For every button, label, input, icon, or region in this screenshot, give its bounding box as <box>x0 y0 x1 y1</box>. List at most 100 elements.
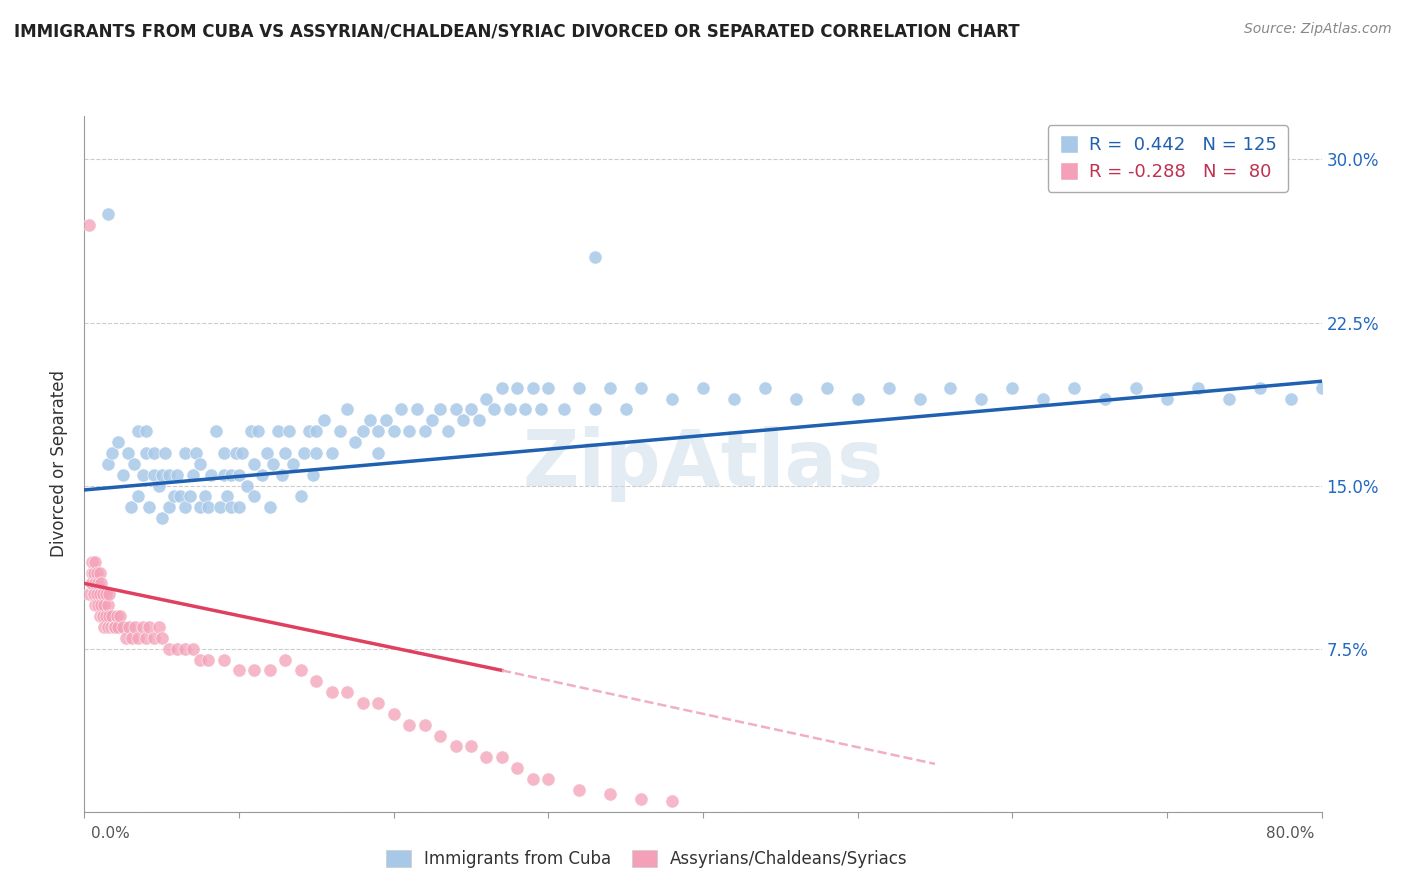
Point <box>179 490 201 504</box>
Point <box>329 424 352 438</box>
Point <box>382 424 405 438</box>
Point <box>148 478 170 492</box>
Point <box>188 652 212 666</box>
Point <box>91 587 114 601</box>
Point <box>228 500 250 515</box>
Point <box>77 587 100 601</box>
Point <box>163 490 186 504</box>
Point <box>138 620 160 634</box>
Point <box>568 783 591 797</box>
Point <box>128 631 150 645</box>
Point <box>150 511 173 525</box>
Point <box>336 685 359 699</box>
Point <box>468 413 491 427</box>
Point <box>970 392 993 406</box>
Point <box>209 500 232 515</box>
Point <box>460 402 482 417</box>
Point <box>82 576 104 591</box>
Point <box>314 413 336 427</box>
Point <box>290 490 312 504</box>
Point <box>221 467 243 482</box>
Point <box>1249 381 1271 395</box>
Point <box>82 555 104 569</box>
Point <box>117 446 139 460</box>
Point <box>93 598 115 612</box>
Point <box>101 446 124 460</box>
Point <box>274 652 297 666</box>
Point <box>305 674 328 689</box>
Point <box>484 402 506 417</box>
Point <box>1156 392 1178 406</box>
Point <box>444 739 467 754</box>
Point <box>112 467 135 482</box>
Point <box>94 609 117 624</box>
Point <box>530 402 553 417</box>
Point <box>108 609 131 624</box>
Point <box>336 402 359 417</box>
Point <box>118 620 141 634</box>
Point <box>91 609 114 624</box>
Point <box>344 435 367 450</box>
Point <box>252 467 274 482</box>
Point <box>243 457 266 471</box>
Point <box>599 788 621 801</box>
Point <box>200 467 222 482</box>
Point <box>537 381 560 395</box>
Point <box>97 598 120 612</box>
Point <box>181 641 204 656</box>
Point <box>212 446 235 460</box>
Point <box>406 402 429 417</box>
Point <box>159 641 181 656</box>
Point <box>283 457 305 471</box>
Point <box>583 402 606 417</box>
Point <box>1001 381 1024 395</box>
Point <box>174 500 197 515</box>
Point <box>243 664 266 678</box>
Point <box>153 446 176 460</box>
Point <box>97 620 120 634</box>
Point <box>444 402 467 417</box>
Point <box>138 500 160 515</box>
Point <box>169 490 191 504</box>
Point <box>754 381 776 395</box>
Point <box>77 218 100 232</box>
Point <box>375 413 398 427</box>
Point <box>246 424 269 438</box>
Point <box>453 413 475 427</box>
Point <box>112 620 135 634</box>
Text: 80.0%: 80.0% <box>1267 827 1315 841</box>
Point <box>723 392 745 406</box>
Point <box>292 446 315 460</box>
Point <box>166 641 188 656</box>
Point <box>815 381 838 395</box>
Point <box>87 576 110 591</box>
Point <box>225 446 247 460</box>
Point <box>262 457 284 471</box>
Point <box>398 717 420 731</box>
Point <box>522 772 544 786</box>
Point <box>107 620 129 634</box>
Point <box>259 500 281 515</box>
Point <box>143 446 166 460</box>
Point <box>614 402 637 417</box>
Point <box>398 424 420 438</box>
Point <box>205 424 228 438</box>
Point <box>305 446 328 460</box>
Point <box>132 620 155 634</box>
Point <box>1218 392 1240 406</box>
Point <box>174 641 197 656</box>
Point <box>506 381 529 395</box>
Legend: R =  0.442   N = 125, R = -0.288   N =  80: R = 0.442 N = 125, R = -0.288 N = 80 <box>1047 125 1288 192</box>
Point <box>212 652 235 666</box>
Point <box>184 446 207 460</box>
Point <box>105 609 128 624</box>
Point <box>630 381 652 395</box>
Point <box>243 490 266 504</box>
Legend: Immigrants from Cuba, Assyrians/Chaldeans/Syriacs: Immigrants from Cuba, Assyrians/Chaldean… <box>380 843 914 875</box>
Point <box>1187 381 1209 395</box>
Point <box>491 381 513 395</box>
Point <box>846 392 869 406</box>
Point <box>256 446 278 460</box>
Point <box>100 620 122 634</box>
Point <box>221 500 243 515</box>
